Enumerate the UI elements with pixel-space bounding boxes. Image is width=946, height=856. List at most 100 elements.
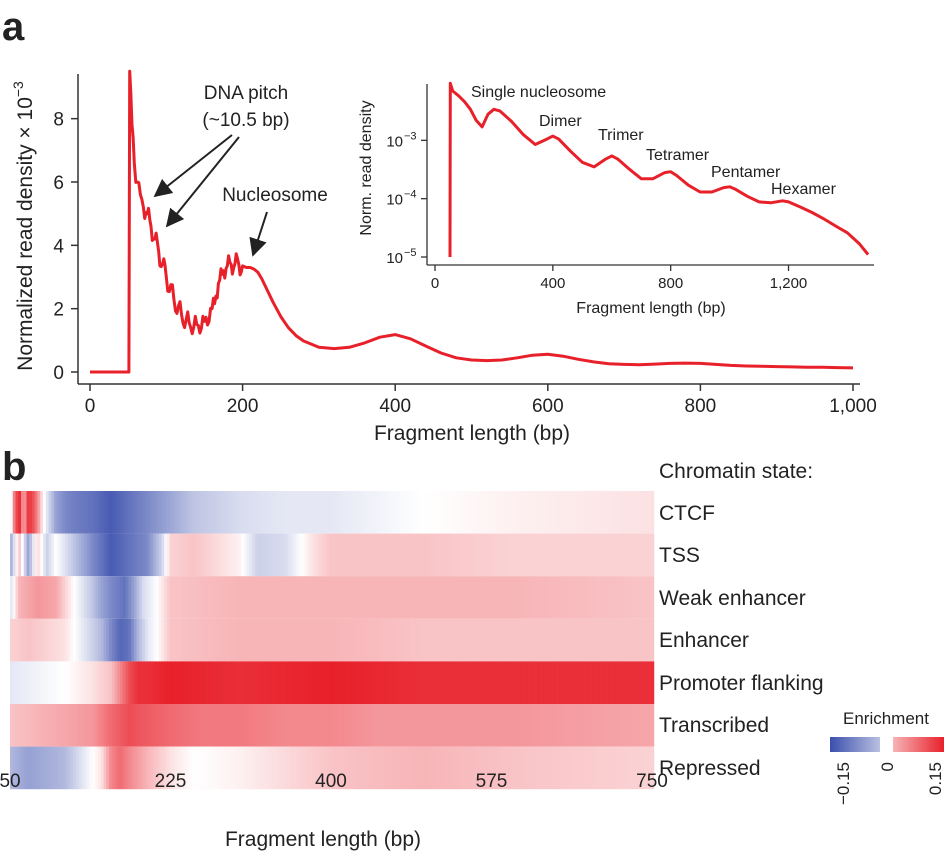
heatmap-cell <box>419 533 424 577</box>
heatmap-cell <box>296 618 300 662</box>
heatmap-cell <box>136 618 140 662</box>
heatmap-cell <box>271 746 275 790</box>
heatmap-cell <box>188 491 192 534</box>
heatmap-cell <box>276 746 281 790</box>
heatmap-cell <box>307 746 311 790</box>
heatmap-cell <box>367 704 371 747</box>
heatmap-cell <box>271 704 275 747</box>
heatmap-cell <box>521 576 525 619</box>
heatmap-cell <box>282 533 286 577</box>
heatmap-cell <box>367 533 371 577</box>
heatmap-cell <box>488 618 492 662</box>
heatmap-cell <box>153 661 157 704</box>
heatmap-cell <box>629 618 633 662</box>
heatmap-cell <box>375 704 380 747</box>
heatmap-cell <box>623 704 627 747</box>
heatmap-cell <box>84 533 88 577</box>
heatmap-cell <box>356 746 360 790</box>
heatmap-cell <box>293 533 297 577</box>
annotation-dna-pitch-line1: DNA pitch <box>204 83 288 104</box>
heatmap-cell <box>370 491 374 534</box>
heatmap-cell <box>381 533 385 577</box>
heatmap-cell <box>191 704 195 747</box>
heatmap-cell <box>450 491 454 534</box>
heatmap-cell <box>477 576 481 619</box>
heatmap-cell <box>147 704 151 747</box>
heatmap-cell <box>351 576 355 619</box>
heatmap-cell <box>147 746 151 790</box>
heatmap-cell <box>175 533 179 577</box>
heatmap-cell <box>164 618 168 662</box>
heatmap-cell <box>298 746 303 790</box>
heatmap-cell <box>541 491 545 534</box>
heatmap-cell <box>109 746 113 790</box>
heatmap-cell <box>12 746 16 790</box>
heatmap-cell <box>356 576 360 619</box>
heatmap-cell <box>436 491 440 534</box>
heatmap-cell <box>645 491 649 534</box>
heatmap-cell <box>98 661 102 704</box>
heatmap-cell <box>142 661 146 704</box>
heatmap-cell <box>199 533 203 577</box>
heatmap-cell <box>609 746 613 790</box>
heatmap-cell <box>37 491 41 534</box>
heatmap-cell <box>436 661 440 704</box>
heatmap-cell <box>73 661 77 704</box>
heatmap-cell <box>483 491 487 534</box>
heatmap-ticks: 50 225 400 575 750 <box>0 771 668 792</box>
heatmap-cell <box>326 618 330 662</box>
heatmap-cell <box>144 491 148 534</box>
heatmap-cell <box>10 661 14 704</box>
heatmap-cell <box>175 661 179 704</box>
heatmap-cell <box>249 704 253 747</box>
heatmap-cell <box>180 533 184 577</box>
heatmap-cell <box>87 533 91 577</box>
heatmap-cell <box>645 533 649 577</box>
heatmap-cell <box>400 618 404 662</box>
heatmap-cell <box>331 533 336 577</box>
heatmap-cell <box>384 576 388 619</box>
heatmap-cell <box>433 491 437 534</box>
heatmap-cell <box>370 661 374 704</box>
heatmap-cell <box>216 661 220 704</box>
heatmap-cell <box>378 661 382 704</box>
heatmap-cell <box>197 533 201 577</box>
heatmap-cell <box>640 618 644 662</box>
heatmap-cell <box>477 746 481 790</box>
heatmap-cell <box>596 491 600 534</box>
heatmap-cell <box>26 618 30 662</box>
heatmap-cell <box>334 533 338 577</box>
heatmap-cell <box>142 746 146 790</box>
heatmap-cell <box>486 576 490 619</box>
heatmap-cell <box>98 576 102 619</box>
heatmap-cell <box>629 746 633 790</box>
heatmap-cell <box>609 533 613 577</box>
heatmap-cell <box>362 746 366 790</box>
heatmap-cell <box>95 704 99 747</box>
heatmap-cell <box>100 576 104 619</box>
heatmap-cell <box>419 746 424 790</box>
heatmap-cell <box>166 746 170 790</box>
heatmap-cell <box>238 746 242 790</box>
heatmap-cell <box>375 533 380 577</box>
heatmap-cell <box>386 618 391 662</box>
heatmap-cell <box>249 618 253 662</box>
heatmap-cell <box>221 533 226 577</box>
heatmap-cell <box>37 533 41 577</box>
heatmap-cell <box>345 618 349 662</box>
heatmap-cell <box>441 491 446 534</box>
heatmap-cell <box>183 533 187 577</box>
heatmap-cell <box>122 746 126 790</box>
heatmap-cell <box>227 661 231 704</box>
heatmap-cell <box>169 491 173 534</box>
heatmap-cell <box>177 661 181 704</box>
heatmap-cell <box>219 533 223 577</box>
heatmap-cell <box>389 576 393 619</box>
heatmap-cell <box>497 661 501 704</box>
heatmap-cell <box>530 661 534 704</box>
heatmap-cell <box>571 491 575 534</box>
heatmap-cell <box>252 533 256 577</box>
heatmap-cell <box>45 618 49 662</box>
heatmap-cell <box>186 704 190 747</box>
heatmap-cell <box>98 704 102 747</box>
